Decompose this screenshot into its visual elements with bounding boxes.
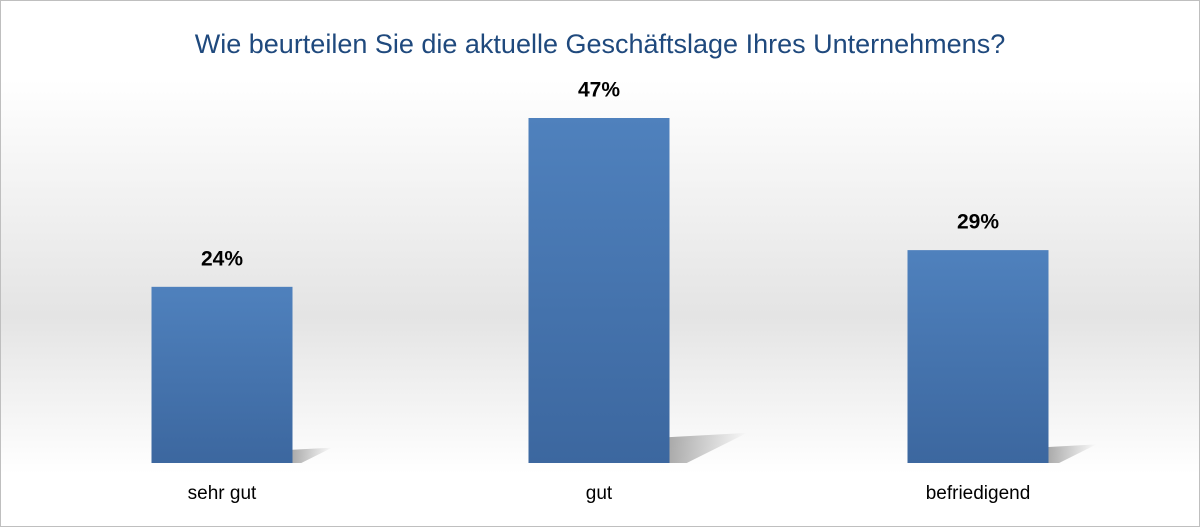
bar <box>528 118 670 463</box>
bar <box>151 286 293 463</box>
value-label: 24% <box>201 247 243 270</box>
bar-shadow <box>292 447 333 463</box>
value-label: 29% <box>957 211 999 234</box>
chart-title: Wie beurteilen Sie die aktuelle Geschäft… <box>195 29 1005 59</box>
x-tick-label: sehr gut <box>188 483 257 504</box>
bar-shadow <box>669 432 748 463</box>
value-label: 47% <box>578 79 620 102</box>
x-tick-label: gut <box>586 483 613 504</box>
x-tick-label: befriedigend <box>926 483 1031 504</box>
bar-shadow <box>1048 444 1097 463</box>
bar <box>907 250 1049 463</box>
